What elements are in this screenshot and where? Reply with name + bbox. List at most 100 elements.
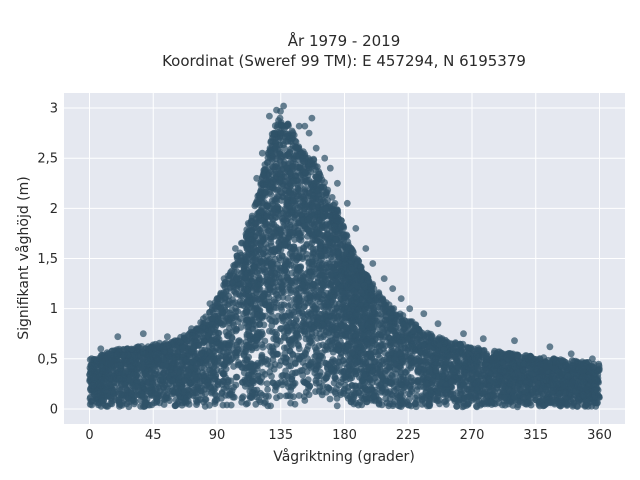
data-point	[442, 397, 449, 405]
data-point	[217, 305, 225, 313]
data-point	[98, 365, 106, 372]
data-point	[590, 364, 597, 372]
data-point	[381, 316, 389, 324]
data-point	[212, 329, 220, 337]
data-point	[295, 392, 303, 399]
data-point	[219, 291, 226, 299]
data-point	[326, 395, 334, 403]
data-point	[374, 351, 382, 359]
data-point	[234, 361, 242, 369]
data-point	[227, 269, 234, 276]
data-point	[527, 364, 535, 372]
data-point	[443, 350, 451, 358]
data-point	[549, 373, 556, 381]
data-point	[467, 364, 475, 372]
data-point	[169, 387, 176, 395]
data-point	[263, 380, 271, 387]
data-point	[124, 375, 132, 383]
data-point	[235, 337, 243, 344]
data-point	[378, 374, 386, 381]
data-point	[574, 403, 581, 410]
data-point	[555, 369, 562, 376]
data-point	[556, 393, 564, 401]
data-point	[264, 386, 271, 393]
data-point	[175, 368, 183, 376]
data-point	[375, 289, 383, 297]
data-point	[190, 345, 198, 352]
data-point	[383, 399, 391, 407]
data-point	[193, 360, 201, 368]
data-point	[168, 377, 176, 385]
data-point	[224, 332, 232, 340]
data-point	[201, 396, 209, 404]
data-point	[214, 357, 222, 365]
data-point	[209, 315, 216, 322]
data-points	[86, 102, 603, 411]
data-point	[121, 381, 129, 389]
data-point	[475, 397, 483, 405]
data-point	[333, 402, 341, 410]
data-point	[474, 364, 481, 371]
data-point	[489, 386, 497, 393]
data-point	[518, 354, 525, 361]
data-point	[148, 384, 155, 392]
chart-title: År 1979 - 2019	[288, 31, 401, 50]
data-point	[230, 262, 238, 269]
data-point	[211, 398, 219, 405]
data-point	[388, 372, 395, 379]
data-point	[86, 400, 94, 408]
data-point	[143, 395, 151, 403]
data-point	[230, 287, 238, 295]
data-point	[514, 403, 521, 411]
data-point	[524, 393, 532, 401]
data-point	[384, 389, 392, 397]
data-point	[478, 372, 485, 380]
data-point	[432, 367, 440, 374]
data-point	[463, 402, 470, 409]
data-point	[407, 381, 415, 389]
data-point	[233, 252, 241, 260]
data-point	[233, 373, 241, 381]
data-point	[440, 364, 448, 372]
data-point	[497, 366, 504, 373]
data-point	[490, 359, 497, 367]
data-point	[200, 371, 207, 379]
data-point	[382, 380, 389, 388]
data-point	[479, 351, 487, 359]
data-point	[550, 387, 557, 394]
data-point	[124, 351, 132, 359]
data-point	[449, 368, 457, 376]
data-point	[415, 364, 422, 372]
data-point	[287, 399, 294, 407]
data-point	[399, 400, 407, 408]
data-point	[529, 388, 537, 395]
data-point	[584, 374, 592, 382]
data-point	[405, 395, 413, 403]
data-point	[595, 393, 603, 401]
data-point	[402, 377, 410, 384]
data-point	[225, 392, 233, 399]
data-point	[219, 401, 227, 409]
data-point	[389, 402, 397, 410]
data-point	[230, 314, 237, 321]
data-point	[172, 401, 180, 409]
chart-subtitle: Koordinat (Sweref 99 TM): E 457294, N 61…	[162, 52, 526, 70]
data-point	[418, 392, 426, 400]
data-point	[231, 349, 239, 357]
data-point	[235, 301, 243, 309]
data-point	[405, 401, 413, 409]
data-point	[379, 325, 386, 333]
data-point	[414, 383, 421, 390]
data-point	[107, 382, 115, 389]
data-point	[376, 397, 383, 405]
data-point	[220, 370, 228, 378]
data-point	[116, 361, 123, 369]
data-point	[595, 365, 603, 373]
data-point	[378, 387, 386, 395]
data-point	[439, 372, 447, 380]
data-point	[393, 385, 400, 393]
data-point	[490, 366, 497, 374]
data-point	[166, 397, 173, 404]
data-point	[218, 390, 226, 397]
